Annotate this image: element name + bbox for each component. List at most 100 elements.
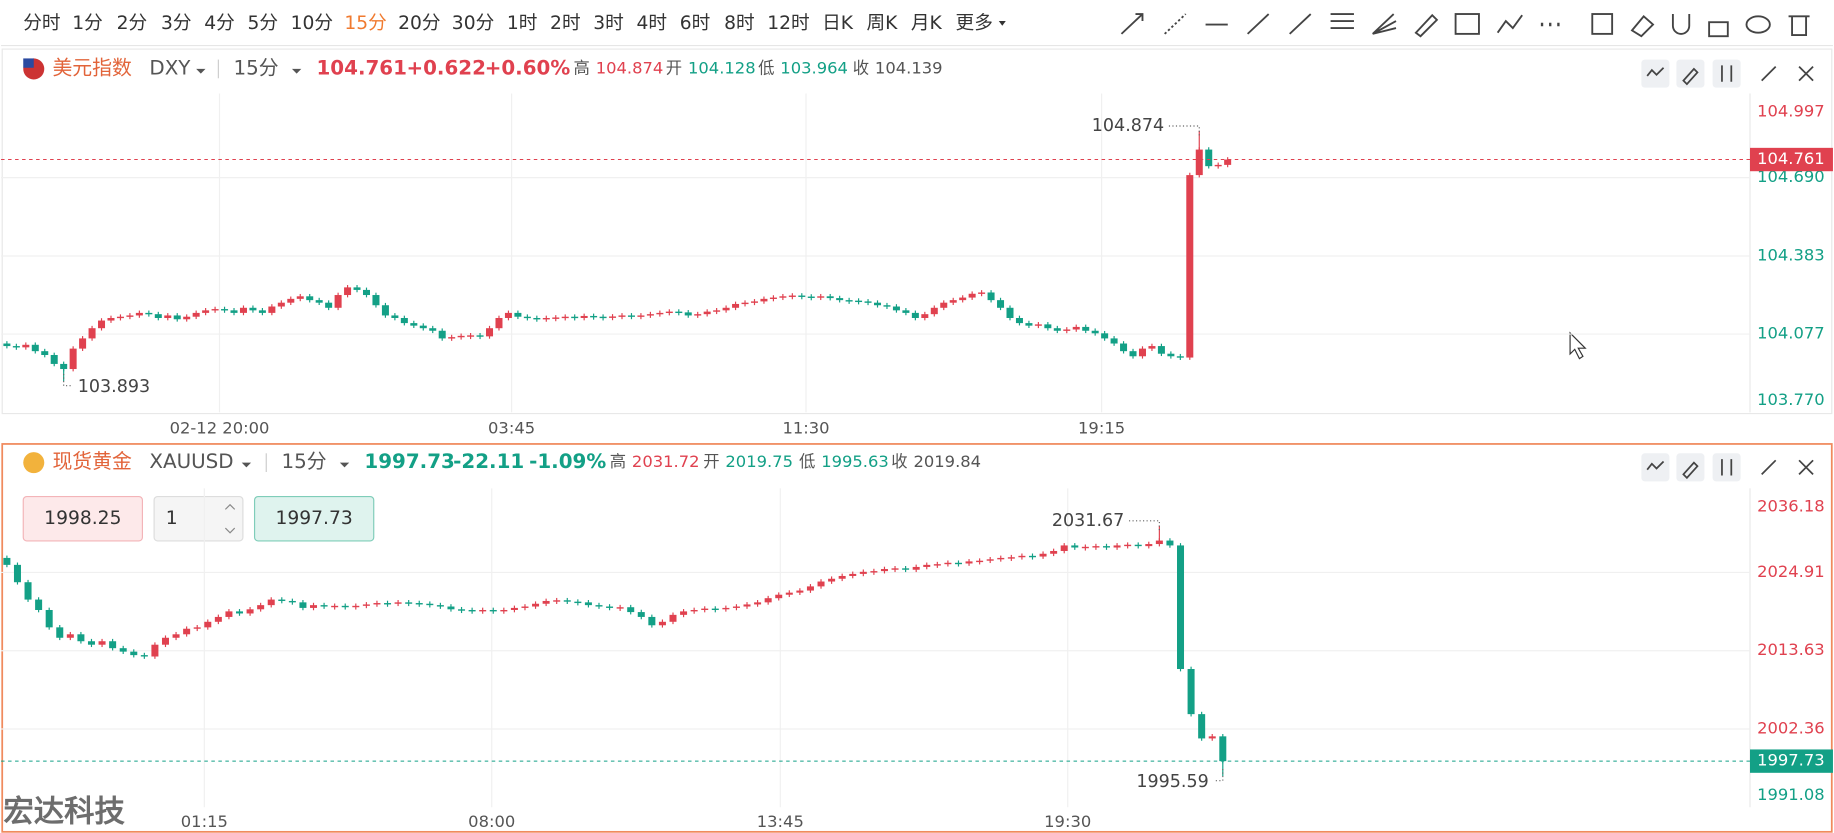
- candle: [1053, 328, 1061, 331]
- tool-eye[interactable]: [1745, 15, 1771, 34]
- candle: [287, 298, 295, 303]
- panel-button-icon[interactable]: [1721, 65, 1733, 82]
- period-tab[interactable]: 15分: [344, 13, 386, 34]
- panel-button-icon[interactable]: [1761, 65, 1777, 82]
- tool-brush[interactable]: [1414, 13, 1439, 38]
- candle: [1015, 317, 1023, 324]
- period-tab[interactable]: 1时: [507, 13, 538, 34]
- period-tab[interactable]: 2分: [117, 13, 148, 34]
- tool-edit[interactable]: [1591, 13, 1614, 35]
- panel-button-icon[interactable]: [1682, 461, 1699, 480]
- period-tab[interactable]: 10分: [291, 13, 333, 34]
- panel-button-icon[interactable]: [1798, 459, 1814, 475]
- buy-price: 1997.73: [276, 508, 353, 529]
- panel-button-icon[interactable]: [1646, 460, 1665, 471]
- candle: [817, 296, 825, 298]
- candle: [119, 648, 127, 652]
- panel-button-icon[interactable]: [1798, 65, 1814, 82]
- y-tick-label: 104.997: [1757, 102, 1825, 121]
- panel-button-icon[interactable]: [1761, 459, 1777, 475]
- candle: [116, 316, 124, 319]
- period-tab[interactable]: 4分: [204, 13, 235, 34]
- tool-delete[interactable]: [1788, 15, 1810, 36]
- period-tab[interactable]: 30分: [452, 13, 494, 34]
- candle: [183, 316, 191, 320]
- candle: [826, 296, 834, 299]
- panel-button-icon[interactable]: [1682, 67, 1699, 86]
- period-tab[interactable]: 周K: [866, 13, 898, 34]
- period-tab[interactable]: 更多: [956, 13, 993, 34]
- tool-ray[interactable]: [1164, 13, 1187, 35]
- period-tab[interactable]: 月K: [911, 13, 943, 34]
- candle: [542, 600, 550, 604]
- tool-fan[interactable]: [1371, 13, 1397, 35]
- candle: [930, 307, 938, 315]
- panel-button-icon[interactable]: [1721, 459, 1733, 476]
- stat-label: 收: [891, 452, 907, 471]
- candle: [79, 338, 87, 349]
- period-tab[interactable]: 1分: [72, 13, 103, 34]
- candle: [595, 605, 603, 607]
- candle: [828, 578, 836, 582]
- tool-eraser[interactable]: [1630, 15, 1655, 38]
- candle: [1187, 669, 1195, 715]
- period-tab[interactable]: 6时: [680, 13, 711, 34]
- tool-arrow[interactable]: [1120, 13, 1144, 35]
- sell-button[interactable]: [22, 495, 143, 542]
- candle: [154, 314, 162, 318]
- tool-lock[interactable]: [1708, 21, 1729, 38]
- tool-fib[interactable]: [1330, 13, 1354, 29]
- candle: [1081, 546, 1089, 549]
- candle: [553, 600, 561, 602]
- period-tab[interactable]: 5分: [247, 13, 278, 34]
- candle: [940, 302, 948, 308]
- period-tab[interactable]: 4时: [637, 13, 668, 34]
- stepper[interactable]: [224, 503, 236, 534]
- period-tab[interactable]: 8时: [724, 13, 755, 34]
- candle: [448, 337, 456, 339]
- period-tab[interactable]: 2时: [550, 13, 581, 34]
- candle: [584, 602, 592, 606]
- candle: [855, 300, 863, 303]
- buy-button[interactable]: [253, 495, 375, 542]
- candle: [1034, 324, 1042, 326]
- tool-image[interactable]: [1454, 13, 1480, 35]
- tool-trend[interactable]: [1496, 14, 1523, 34]
- period-tab[interactable]: 12时: [767, 13, 809, 34]
- period-tab[interactable]: 分时: [23, 13, 60, 34]
- period-tab[interactable]: 3时: [593, 13, 624, 34]
- panel-button[interactable]: [1712, 59, 1741, 88]
- candle: [331, 605, 339, 608]
- period-tab[interactable]: 20分: [398, 13, 440, 34]
- candle: [214, 616, 222, 622]
- last-price: 1997.73: [364, 450, 454, 473]
- watermark: 宏达科技: [3, 794, 125, 830]
- tool-magnet[interactable]: [1671, 14, 1691, 35]
- drawing-tools[interactable]: [1120, 13, 1810, 38]
- candle: [352, 605, 360, 608]
- y-tick-label: 104.077: [1757, 324, 1825, 343]
- candle: [1134, 544, 1142, 547]
- candle: [1072, 326, 1080, 330]
- period-tab[interactable]: 日K: [822, 13, 854, 34]
- candle: [405, 602, 413, 604]
- candle: [646, 314, 654, 316]
- price-tag-label: 1997.73: [1757, 751, 1825, 770]
- candle: [722, 607, 730, 610]
- candle: [836, 298, 844, 301]
- period-select: 15分: [281, 450, 326, 473]
- quantity-input[interactable]: [153, 495, 244, 542]
- last-price: 104.761: [316, 56, 406, 79]
- candle: [202, 310, 210, 313]
- tool-segment[interactable]: [1246, 13, 1270, 35]
- tool-line[interactable]: [1289, 13, 1312, 35]
- candle: [1166, 540, 1174, 546]
- panel-frame: [1, 48, 1833, 415]
- candle: [599, 316, 607, 319]
- period-tab[interactable]: 3分: [161, 13, 192, 34]
- candle: [627, 607, 635, 613]
- panel-button[interactable]: [1712, 453, 1741, 482]
- candle: [3, 557, 11, 565]
- candle: [701, 608, 709, 611]
- panel-button-icon[interactable]: [1646, 67, 1665, 77]
